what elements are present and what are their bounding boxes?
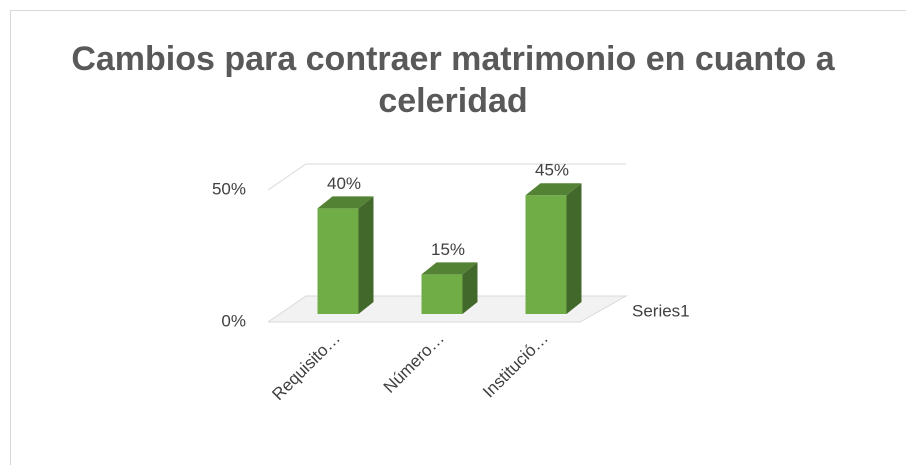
data-label: 45% [535,161,569,180]
y-tick-label: 50% [212,179,246,198]
bar [317,196,374,314]
chart-title: Cambios para contraer matrimonio en cuan… [71,40,835,120]
x-tick-label: Requisito… [268,329,344,405]
bar [421,262,478,314]
grid-line [267,163,626,191]
bar-face [358,196,374,314]
bar-face [525,183,582,196]
bar-face [566,183,582,314]
x-tick-label: Institució… [479,329,552,402]
chart-border [10,10,906,465]
y-tick-label: 0% [221,311,246,330]
bar [525,183,582,314]
bar-face [421,262,478,275]
bar-face [462,262,478,314]
bar-face [317,196,374,209]
bar-face [525,195,567,314]
data-label: 15% [431,240,465,259]
series-label: Series1 [632,301,690,320]
x-tick-label: Número… [380,329,448,397]
data-label: 40% [327,174,361,193]
bar-face [421,274,463,314]
bar-face [317,208,359,314]
